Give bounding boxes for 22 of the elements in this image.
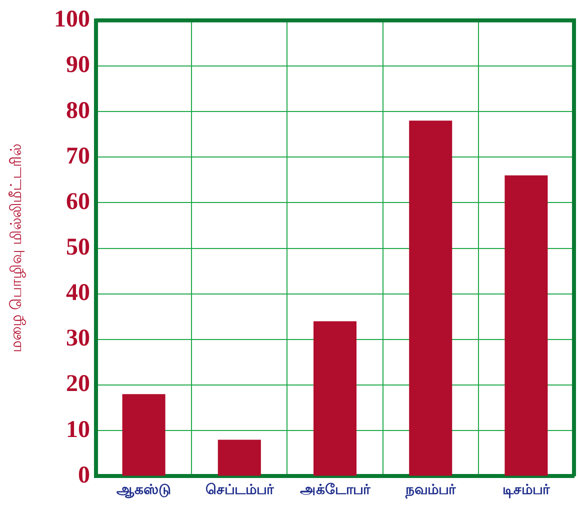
y-tick-label: 10 <box>66 416 90 443</box>
x-tick-label: செப்டம்பர் <box>205 482 274 498</box>
x-tick-label: நவம்பர் <box>404 482 457 500</box>
bar <box>409 120 452 476</box>
y-tick-label: 90 <box>66 52 90 78</box>
bar <box>122 394 166 476</box>
x-tick-label: அக்டோபர் <box>300 482 371 498</box>
y-tick-label: 30 <box>66 326 90 352</box>
y-tick-label: 0 <box>78 462 90 488</box>
y-tick-label: 40 <box>66 280 90 306</box>
y-tick-label: 60 <box>66 188 90 215</box>
x-tick-label: டிசம்பர் <box>502 482 551 498</box>
x-tick-label: ஆகஸ்டு <box>116 482 172 498</box>
y-tick-label: 50 <box>66 234 90 261</box>
bar <box>504 175 548 476</box>
y-tick-label: 100 <box>54 6 90 33</box>
y-axis-title: மழை பொழிவு மில்லிமீட்டரில் <box>6 144 25 353</box>
y-tick-label: 80 <box>66 98 90 124</box>
y-tick-label: 70 <box>66 143 90 170</box>
bar <box>313 321 357 476</box>
bar <box>218 440 261 476</box>
y-tick-label: 20 <box>66 371 90 398</box>
